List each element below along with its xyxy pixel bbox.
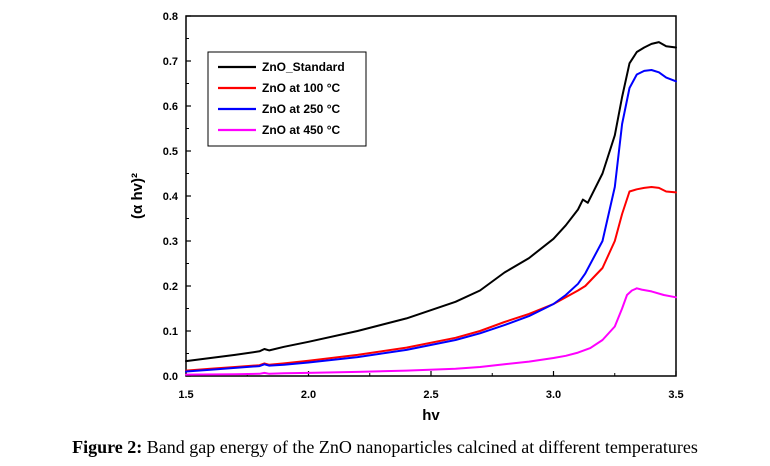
legend-label-zno-at-250-c: ZnO at 250 °C (262, 102, 340, 116)
series-group (185, 41, 677, 376)
y-tick-label: 0.5 (163, 146, 178, 158)
series-line-zno-at-250-c (185, 69, 677, 373)
x-tick-label: 1.5 (178, 389, 193, 401)
x-tick-label: 3.5 (668, 389, 683, 401)
x-tick-label: 2.5 (423, 389, 438, 401)
figure-label: Figure 2: (72, 437, 143, 457)
figure-caption-text: Band gap energy of the ZnO nanoparticles… (142, 437, 698, 457)
y-tick-label: 0.6 (163, 101, 178, 113)
y-tick-label: 0.7 (163, 56, 178, 68)
legend: ZnO_Standard ZnO at 100 °C ZnO at 250 °C Zn… (207, 51, 367, 147)
legend-entries: ZnO_Standard ZnO at 100 °C ZnO at 250 °C Zn… (218, 60, 345, 137)
series-line-zno-at-100-c (185, 186, 677, 372)
y-tick-label: 0.3 (163, 236, 178, 248)
y-tick-label: 0.0 (163, 371, 178, 383)
x-tick-label: 2.0 (301, 389, 316, 401)
series-line-zno-standard (185, 41, 677, 363)
figure-caption: Figure 2: Band gap energy of the ZnO nan… (0, 437, 770, 458)
legend-label-zno-standard: ZnO_Standard (262, 60, 345, 74)
y-tick-label: 0.2 (163, 281, 178, 293)
x-axis-ticks: 1.5 2.0 2.5 3.0 3.5 (178, 371, 684, 401)
y-tick-label: 0.4 (163, 191, 179, 203)
y-axis-label: (α hv)² (129, 173, 146, 219)
legend-label-zno-at-450-c: ZnO at 450 °C (262, 123, 340, 137)
y-tick-label: 0.1 (163, 326, 178, 338)
series-line-zno-at-450-c (185, 287, 677, 376)
band-gap-chart: 1.5 2.0 2.5 3.0 3.5 0.0 0.1 0.2 0.3 0.4 0.5 0.6 0.7… (129, 11, 684, 424)
x-axis-label: hv (422, 407, 440, 424)
y-tick-label: 0.8 (163, 11, 178, 23)
legend-label-zno-at-100-c: ZnO at 100 °C (262, 81, 340, 95)
x-tick-label: 3.0 (546, 389, 561, 401)
y-axis-ticks: 0.0 0.1 0.2 0.3 0.4 0.5 0.6 0.7 0.8 (163, 11, 191, 383)
